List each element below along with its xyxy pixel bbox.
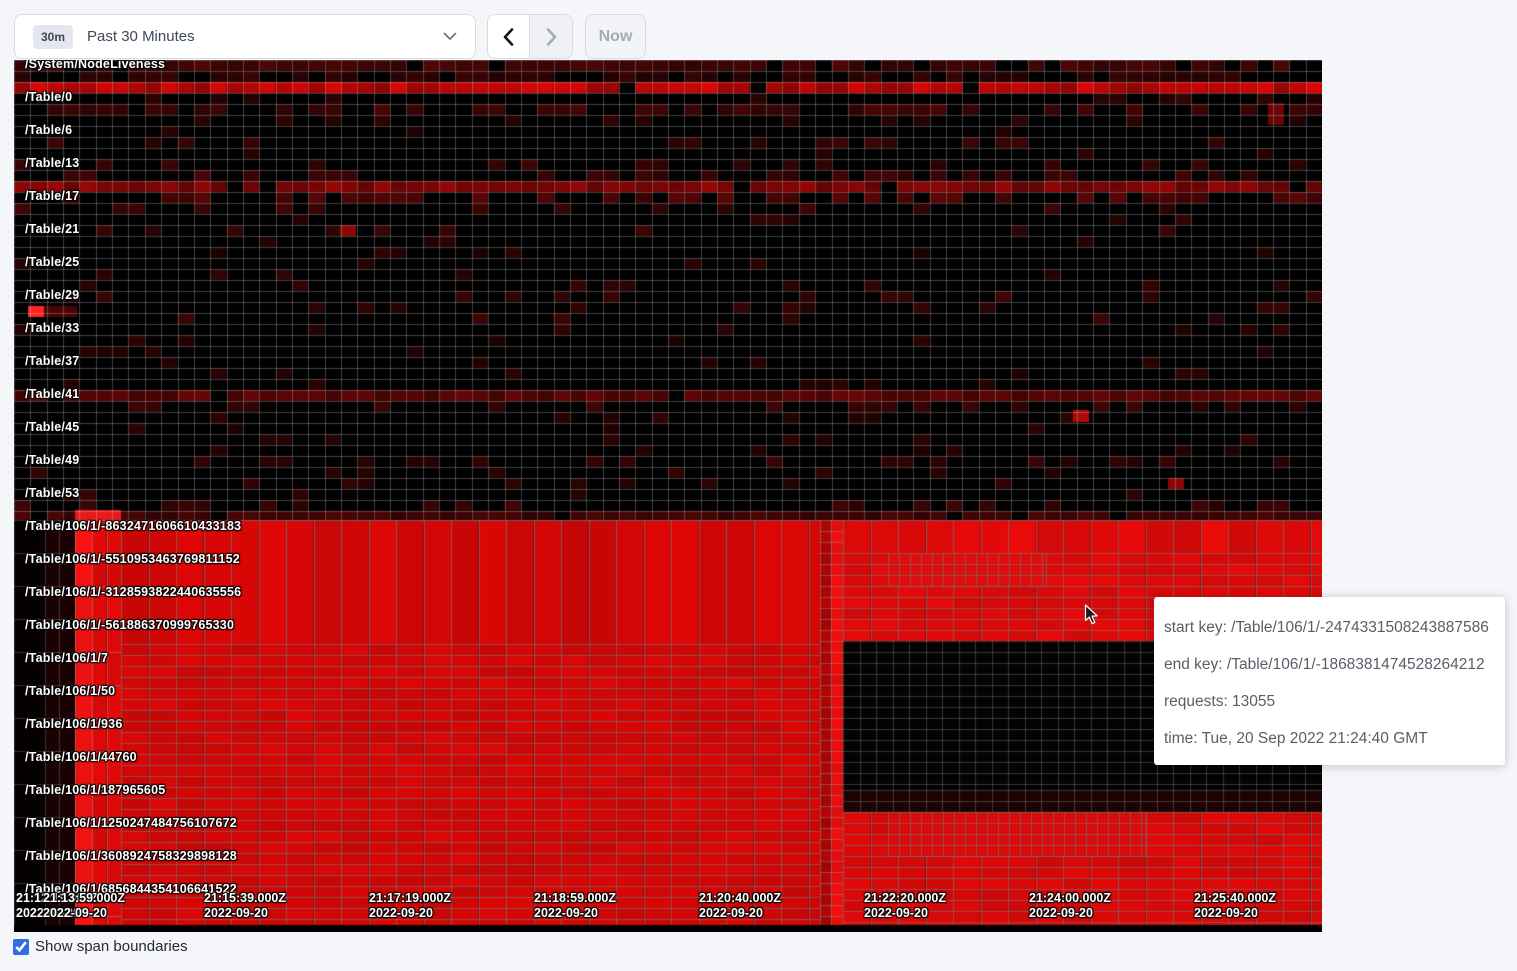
chevron-down-icon	[443, 32, 457, 40]
chevron-right-icon	[546, 27, 556, 46]
show-span-boundaries[interactable]: Show span boundaries	[13, 938, 188, 955]
time-back-button[interactable]	[487, 14, 530, 59]
time-nav-group	[487, 14, 573, 59]
show-span-boundaries-checkbox[interactable]	[13, 938, 29, 955]
tooltip-requests: requests: 13055	[1164, 693, 1276, 710]
now-button[interactable]: Now	[585, 14, 646, 59]
checkbox-label: Show span boundaries	[35, 938, 188, 955]
mouse-cursor-icon	[1084, 604, 1098, 625]
keyvis-heatmap[interactable]: /System/NodeLiveness/Table/0/Table/6/Tab…	[14, 60, 1322, 932]
chevron-left-icon	[503, 27, 514, 46]
hover-tooltip: start key: /Table/106/1/-247433150824388…	[1154, 597, 1505, 765]
keyvis-canvas[interactable]	[14, 60, 1322, 932]
tooltip-start-key: start key: /Table/106/1/-247433150824388…	[1164, 619, 1489, 636]
time-range-label: Past 30 Minutes	[87, 28, 195, 45]
time-range-select[interactable]: 30m Past 30 Minutes	[14, 14, 476, 59]
tooltip-end-key: end key: /Table/106/1/-18683814745282642…	[1164, 656, 1485, 673]
time-forward-button[interactable]	[530, 14, 573, 59]
time-range-badge: 30m	[33, 24, 74, 49]
tooltip-time: time: Tue, 20 Sep 2022 21:24:40 GMT	[1164, 730, 1428, 747]
